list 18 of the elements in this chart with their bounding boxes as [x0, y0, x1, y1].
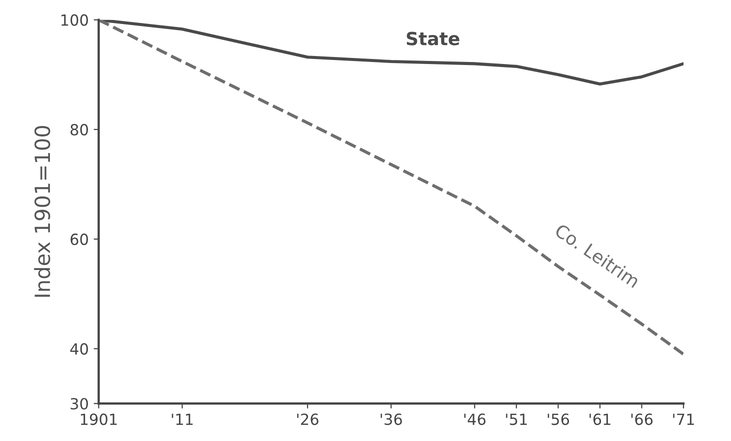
- x-tick-label: '61: [590, 414, 610, 426]
- x-tick-label: 1901: [80, 414, 117, 426]
- series-label: State: [406, 32, 460, 46]
- x-tick-label: '56: [548, 414, 570, 426]
- y-tick-label: 100: [61, 14, 88, 26]
- x-tick-label: '26: [297, 414, 318, 426]
- y-tick-label: 30: [70, 398, 88, 410]
- y-tick-label: 40: [70, 343, 88, 355]
- x-tick-label: '36: [380, 414, 402, 426]
- x-tick-label: '46: [464, 414, 486, 426]
- x-tick-label: '66: [631, 414, 653, 426]
- y-tick-label: 60: [70, 234, 88, 246]
- x-tick-label: '71: [673, 414, 694, 425]
- x-tick-label: '51: [506, 414, 527, 426]
- x-tick-label: '11: [172, 414, 193, 425]
- y-axis-title: Index 1901=100: [34, 126, 50, 297]
- line-series: [98, 20, 684, 356]
- y-tick-label: 80: [70, 124, 88, 136]
